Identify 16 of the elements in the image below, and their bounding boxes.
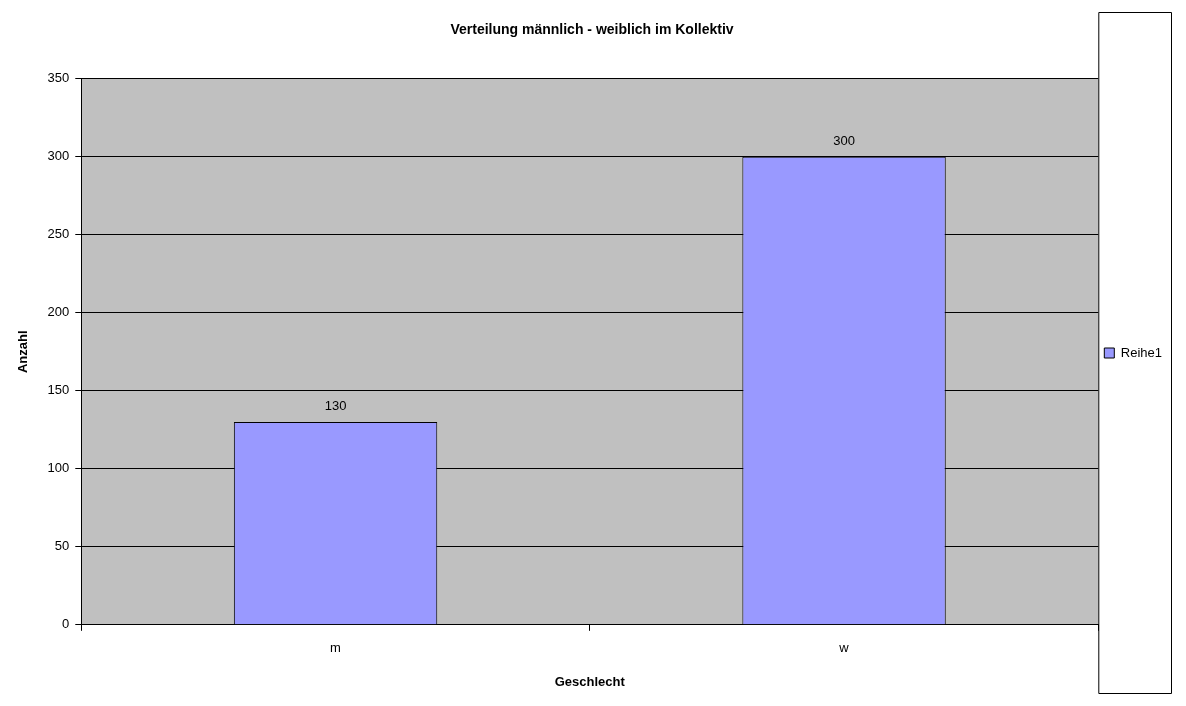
x-tick-label: m bbox=[330, 640, 341, 656]
y-tick-label: 350 bbox=[47, 70, 70, 86]
y-axis-title: Anzahl bbox=[15, 330, 31, 374]
data-label: 300 bbox=[833, 132, 855, 148]
y-tick-label: 0 bbox=[62, 616, 70, 632]
x-tick-label: w bbox=[838, 640, 850, 656]
legend-label: Reihe1 bbox=[1120, 344, 1163, 360]
data-label: 130 bbox=[324, 398, 347, 414]
y-tick-label: 300 bbox=[47, 148, 70, 164]
y-tick-label: 50 bbox=[54, 538, 70, 554]
x-axis-title: Geschlecht bbox=[554, 673, 626, 689]
chart-title: Verteilung männlich - weiblich im Kollektiv bbox=[450, 21, 734, 38]
y-tick-label: 200 bbox=[47, 304, 70, 320]
y-tick-label: 250 bbox=[47, 226, 70, 242]
y-tick-label: 100 bbox=[47, 460, 70, 476]
y-tick-label: 150 bbox=[47, 382, 70, 398]
